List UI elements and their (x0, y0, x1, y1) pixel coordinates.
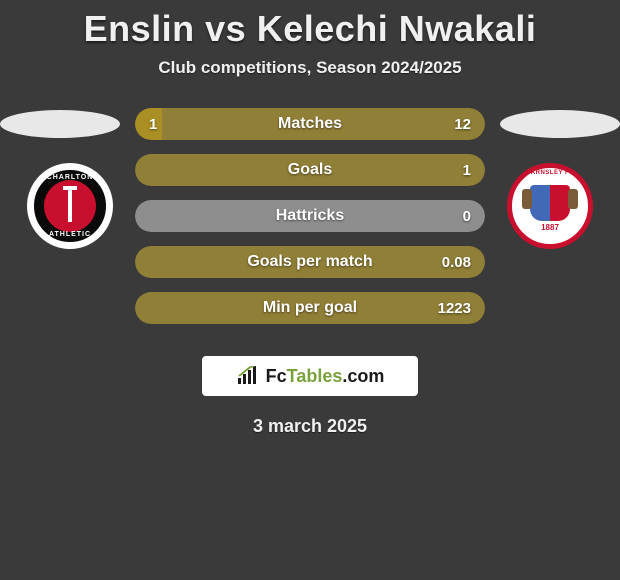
bar-value-right: 1 (463, 154, 471, 186)
wm-fc: Fc (266, 366, 287, 386)
watermark: FcTables.com (202, 356, 418, 396)
bar-value-right: 0.08 (442, 246, 471, 278)
barnsley-text: BARNSLEY FC (526, 170, 574, 176)
page-title: Enslin vs Kelechi Nwakali (0, 0, 620, 50)
stat-bar: Goals1 (135, 154, 485, 186)
club-badge-left: CHARLTON ATHLETIC (20, 156, 120, 256)
stat-bar: Goals per match0.08 (135, 246, 485, 278)
charlton-inner (44, 180, 96, 232)
page-subtitle: Club competitions, Season 2024/2025 (0, 58, 620, 78)
bar-value-right: 1223 (438, 292, 471, 324)
comparison-area: CHARLTON ATHLETIC BARNSLEY FC 1887 Match… (0, 108, 620, 338)
stat-bar: Matches1 12 (135, 108, 485, 140)
comparison-date: 3 march 2025 (0, 416, 620, 437)
barnsley-year: 1887 (541, 223, 559, 232)
stat-bar: Min per goal1223 (135, 292, 485, 324)
bar-value-left: 1 (149, 108, 157, 140)
watermark-text: FcTables.com (266, 366, 385, 387)
wm-tables: Tables (287, 366, 343, 386)
bar-label: Min per goal (135, 292, 485, 324)
bar-label: Goals (135, 154, 485, 186)
charlton-text-top: CHARLTON (47, 174, 94, 181)
bar-label: Hattricks (135, 200, 485, 232)
club-badge-right: BARNSLEY FC 1887 (500, 156, 600, 256)
barnsley-shield-icon (530, 185, 570, 221)
bar-label: Matches (135, 108, 485, 140)
charlton-text-bottom: ATHLETIC (49, 231, 91, 238)
sword-icon (68, 190, 72, 222)
wm-com: .com (342, 366, 384, 386)
stat-bars: Matches112Goals1Hattricks0Goals per matc… (135, 108, 485, 338)
bar-value-right: 12 (454, 108, 471, 140)
stat-bar: Hattricks0 (135, 200, 485, 232)
chart-icon (236, 366, 260, 386)
player-2-ellipse (500, 110, 620, 138)
barnsley-badge: BARNSLEY FC 1887 (507, 163, 593, 249)
bar-value-right: 0 (463, 200, 471, 232)
player-1-ellipse (0, 110, 120, 138)
bar-label: Goals per match (135, 246, 485, 278)
charlton-badge: CHARLTON ATHLETIC (27, 163, 113, 249)
